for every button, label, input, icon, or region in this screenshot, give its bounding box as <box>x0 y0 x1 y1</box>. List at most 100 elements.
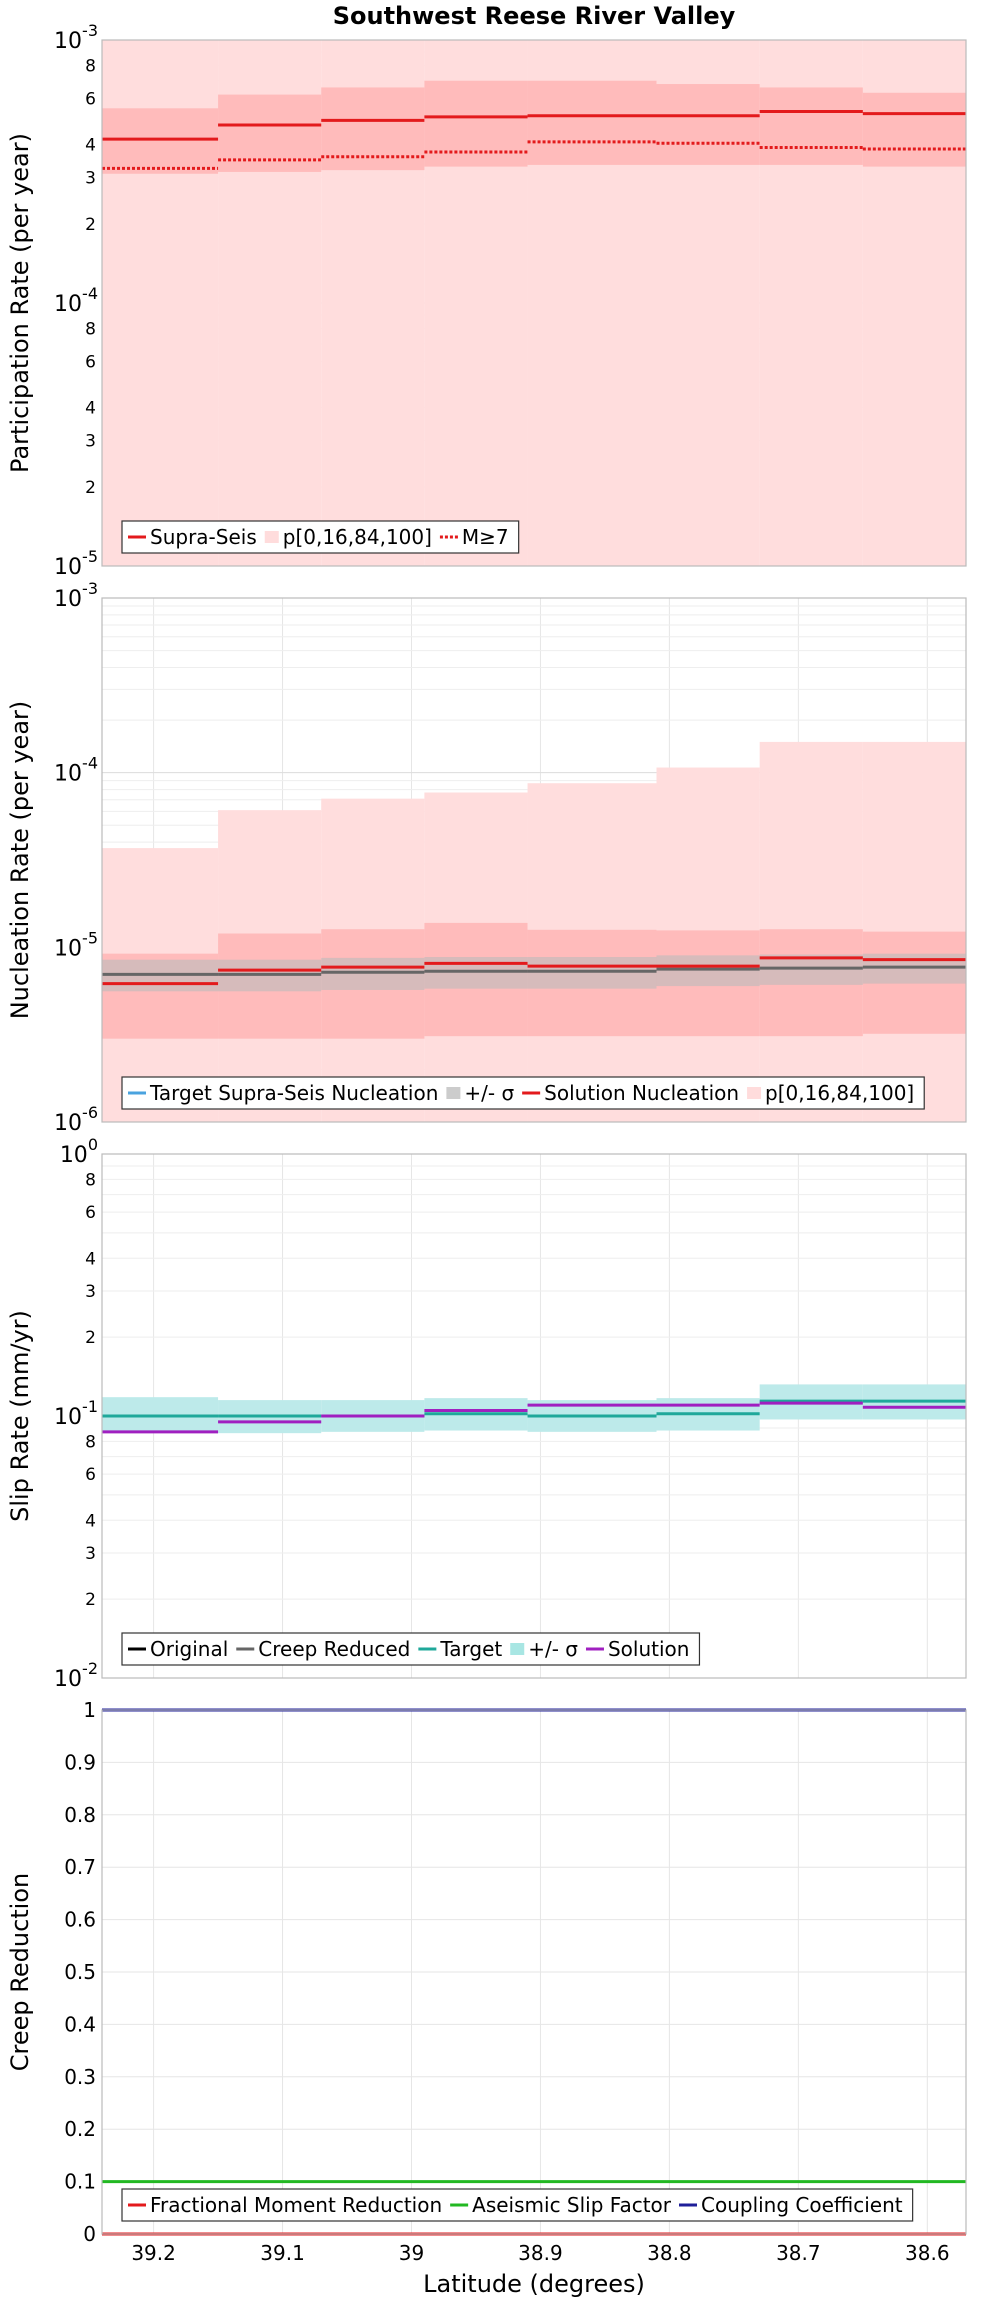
y-minor-tick-label: 3 <box>85 432 96 452</box>
x-tick-label: 38.8 <box>647 2241 692 2265</box>
y-tick-base: 10 <box>54 292 82 317</box>
legend-label: Original <box>150 1637 228 1661</box>
y-minor-tick-label: 2 <box>85 215 96 235</box>
band-segment <box>862 92 966 167</box>
y-minor-tick-label: 6 <box>85 1465 96 1485</box>
y-minor-tick-label: 8 <box>85 1432 96 1452</box>
legend-swatch <box>747 1087 762 1099</box>
legend: Supra-Seis p[0,16,84,100] M≥7 <box>121 520 520 554</box>
y-axis-label: Nucleation Rate (per year) <box>6 701 34 1020</box>
band-segment <box>656 84 760 165</box>
y-minor-tick-label: 2 <box>85 1590 96 1610</box>
legend-label: Coupling Coefficient <box>701 2193 903 2217</box>
legend-label: Solution <box>608 1637 689 1661</box>
y-minor-tick-label: 6 <box>85 89 96 109</box>
chart-title: Southwest Reese River Valley <box>333 2 736 30</box>
y-minor-tick-label: 8 <box>85 319 96 339</box>
legend: Target Supra-Seis Nucleation +/- σ Solutio… <box>121 1076 925 1110</box>
y-tick-label: 10-2 <box>54 1659 98 1692</box>
band-segment <box>424 957 528 989</box>
legend-label: Target <box>439 1637 502 1661</box>
plot-frame <box>101 1709 967 2235</box>
y-minor-tick-label: 6 <box>85 352 96 372</box>
plot-frame <box>101 1153 967 1679</box>
y-minor-tick-label: 3 <box>85 1544 96 1564</box>
y-minor-tick-label: 3 <box>85 169 96 189</box>
y-tick-base: 10 <box>54 1111 82 1136</box>
y-minor-tick-label: 8 <box>85 1170 96 1190</box>
y-tick-exp: -4 <box>82 754 98 773</box>
y-tick-base: 10 <box>54 1405 82 1430</box>
y-tick-label: 1 <box>83 1698 96 1722</box>
x-tick-label: 39 <box>399 2241 424 2265</box>
legend-label: +/- σ <box>464 1081 514 1105</box>
legend-swatch <box>446 1087 461 1099</box>
y-tick-label: 100 <box>60 1135 98 1168</box>
legend-label: Solution Nucleation <box>544 1081 739 1105</box>
band-segment <box>759 87 863 165</box>
y-tick-base: 10 <box>54 936 82 961</box>
legend-label: M≥7 <box>462 525 509 549</box>
y-minor-tick-label: 8 <box>85 56 96 76</box>
y-tick-label: 10-5 <box>54 928 98 961</box>
band-segment <box>321 957 425 990</box>
y-tick-label: 0.8 <box>64 1803 96 1827</box>
legend-label: Creep Reduced <box>258 1637 410 1661</box>
y-tick-label: 10-6 <box>54 1103 98 1136</box>
legend-label: Supra-Seis <box>150 525 257 549</box>
band-segment <box>424 80 528 167</box>
y-tick-label: 0.3 <box>64 2065 96 2089</box>
y-minor-tick-label: 4 <box>85 136 96 156</box>
legend-box <box>121 2188 914 2222</box>
y-minor-tick-label: 4 <box>85 1511 96 1531</box>
band-segment <box>527 80 657 165</box>
legend-label: +/- σ <box>528 1637 578 1661</box>
y-tick-label: 0.1 <box>64 2170 96 2194</box>
legend-swatch <box>510 1643 525 1655</box>
y-tick-label: 10-3 <box>54 579 98 612</box>
legend-label: Target Supra-Seis Nucleation <box>149 1081 438 1105</box>
plot-frame <box>101 597 967 1123</box>
panel-4: 0 0.1 0.2 0.3 0.4 0.5 0.6 0.7 0.8 0.9 1 39.2 39.1 39 3… <box>6 1698 967 2298</box>
y-tick-base: 10 <box>60 1143 88 1168</box>
y-tick-label: 10-4 <box>54 284 98 317</box>
band-segment <box>759 954 863 985</box>
y-minor-tick-label: 3 <box>85 1282 96 1302</box>
legend-label: p[0,16,84,100] <box>765 1081 914 1105</box>
x-tick-label: 39.1 <box>260 2241 305 2265</box>
y-tick-label: 10-1 <box>54 1397 98 1430</box>
x-tick-label: 39.2 <box>131 2241 176 2265</box>
y-tick-exp: -3 <box>82 21 98 40</box>
y-tick-exp: -6 <box>82 1103 98 1122</box>
plot-frame <box>101 39 967 567</box>
y-tick-exp: -5 <box>82 928 98 947</box>
y-tick-label: 0.6 <box>64 1908 96 1932</box>
y-tick-exp: -5 <box>82 547 98 566</box>
y-tick-label: 0.5 <box>64 1960 96 1984</box>
y-minor-tick-label: 4 <box>85 399 96 419</box>
y-tick-label: 10-3 <box>54 21 98 54</box>
band-segment <box>102 108 219 174</box>
legend-label: Fractional Moment Reduction <box>150 2193 442 2217</box>
y-tick-label: 0 <box>83 2222 96 2246</box>
y-tick-label: 10-4 <box>54 754 98 787</box>
y-minor-tick-label: 2 <box>85 478 96 498</box>
y-tick-exp: -3 <box>82 579 98 598</box>
legend: Fractional Moment Reduction Aseismic Slip… <box>121 2188 914 2222</box>
y-tick-base: 10 <box>54 587 82 612</box>
y-minor-tick-label: 4 <box>85 1249 96 1269</box>
y-axis-label: Participation Rate (per year) <box>6 133 34 473</box>
legend: Original Creep Reduced Target +/- σ Solution <box>121 1632 701 1666</box>
x-tick-label: 38.9 <box>518 2241 563 2265</box>
y-tick-base: 10 <box>54 762 82 787</box>
x-tick-label: 38.6 <box>905 2241 950 2265</box>
y-tick-base: 10 <box>54 29 82 54</box>
y-tick-label: 0.4 <box>64 2012 96 2036</box>
x-tick-label: 38.7 <box>776 2241 821 2265</box>
y-axis-label: Creep Reduction <box>6 1873 34 2071</box>
band-segment <box>656 955 760 987</box>
